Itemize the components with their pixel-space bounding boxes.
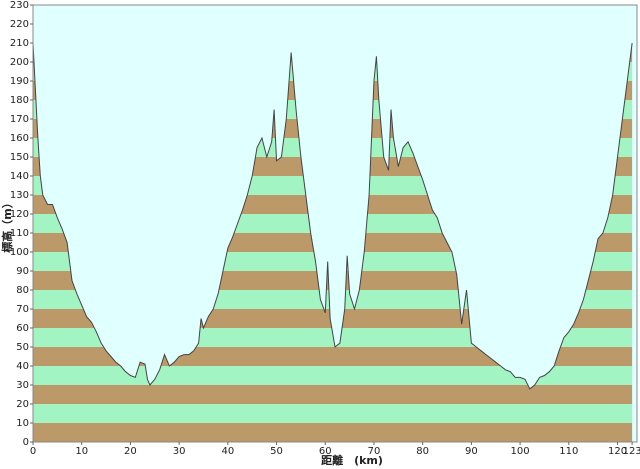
- y-tick-label: 40: [16, 361, 29, 372]
- y-tick-label: 0: [23, 437, 29, 448]
- y-tick-label: 190: [10, 76, 29, 87]
- y-tick-label: 80: [16, 285, 29, 296]
- x-tick-label: 100: [511, 446, 530, 457]
- y-tick-label: 180: [10, 95, 29, 106]
- x-tick-label: 30: [173, 446, 186, 457]
- x-tick-label: 20: [124, 446, 137, 457]
- stripe: [33, 366, 633, 385]
- y-tick-label: 200: [10, 57, 29, 68]
- x-tick-label: 90: [465, 446, 478, 457]
- x-tick-label: 80: [416, 446, 429, 457]
- y-tick-label: 210: [10, 38, 29, 49]
- y-tick-label: 10: [16, 418, 29, 429]
- x-tick-label: 0: [30, 446, 36, 457]
- x-tick-label: 110: [559, 446, 578, 457]
- x-tick-label: 120: [608, 446, 627, 457]
- y-tick-label: 90: [16, 266, 29, 277]
- x-tick-label: 123: [623, 446, 640, 457]
- y-tick-label: 170: [10, 114, 29, 125]
- y-tick-label: 30: [16, 380, 29, 391]
- stripe: [33, 423, 633, 442]
- x-tick-label: 60: [319, 446, 332, 457]
- y-tick-label: 50: [16, 342, 29, 353]
- plot-frame: [32, 4, 638, 443]
- x-tick-label: 70: [368, 446, 381, 457]
- y-tick-label: 230: [10, 0, 29, 11]
- y-tick-label: 160: [10, 133, 29, 144]
- y-axis-title: 標高（m）: [0, 197, 14, 252]
- y-tick-label: 100: [10, 247, 29, 258]
- y-tick-label: 120: [10, 209, 29, 220]
- y-tick-label: 140: [10, 171, 29, 182]
- x-axis-title: 距離 (km): [321, 453, 383, 467]
- x-tick-label: 10: [75, 446, 88, 457]
- y-tick-label: 220: [10, 19, 29, 30]
- elevation-line: [32, 42, 633, 390]
- stripe: [33, 385, 633, 404]
- y-tick-label: 150: [10, 152, 29, 163]
- x-tick-label: 50: [270, 446, 283, 457]
- y-tick-label: 70: [16, 304, 29, 315]
- y-tick-label: 20: [16, 399, 29, 410]
- y-tick-label: 60: [16, 323, 29, 334]
- y-tick-label: 130: [10, 190, 29, 201]
- x-tick-label: 40: [221, 446, 234, 457]
- stripe: [33, 404, 633, 423]
- y-tick-label: 110: [10, 228, 29, 239]
